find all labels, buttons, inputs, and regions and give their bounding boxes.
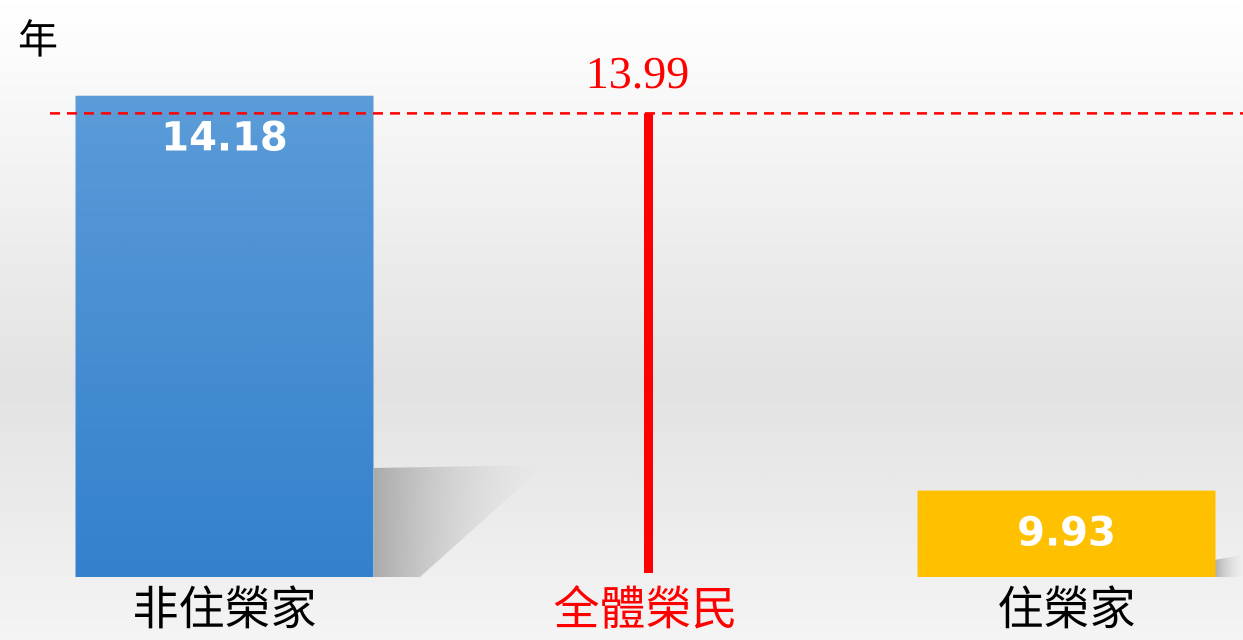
bar-shadow xyxy=(1214,555,1243,577)
value-label: 9.93 xyxy=(1017,510,1116,556)
x-tick-label: 非住榮家 xyxy=(133,582,317,636)
value-label: 14.18 xyxy=(161,115,288,161)
bar xyxy=(917,490,1216,577)
y-axis-label: 年 xyxy=(18,17,58,63)
x-tick-label: 住榮家 xyxy=(998,582,1136,636)
value-label: 13.99 xyxy=(586,47,690,98)
bar xyxy=(75,95,374,578)
bar-shadow xyxy=(374,465,545,577)
x-tick-label: 全體榮民 xyxy=(554,582,738,636)
